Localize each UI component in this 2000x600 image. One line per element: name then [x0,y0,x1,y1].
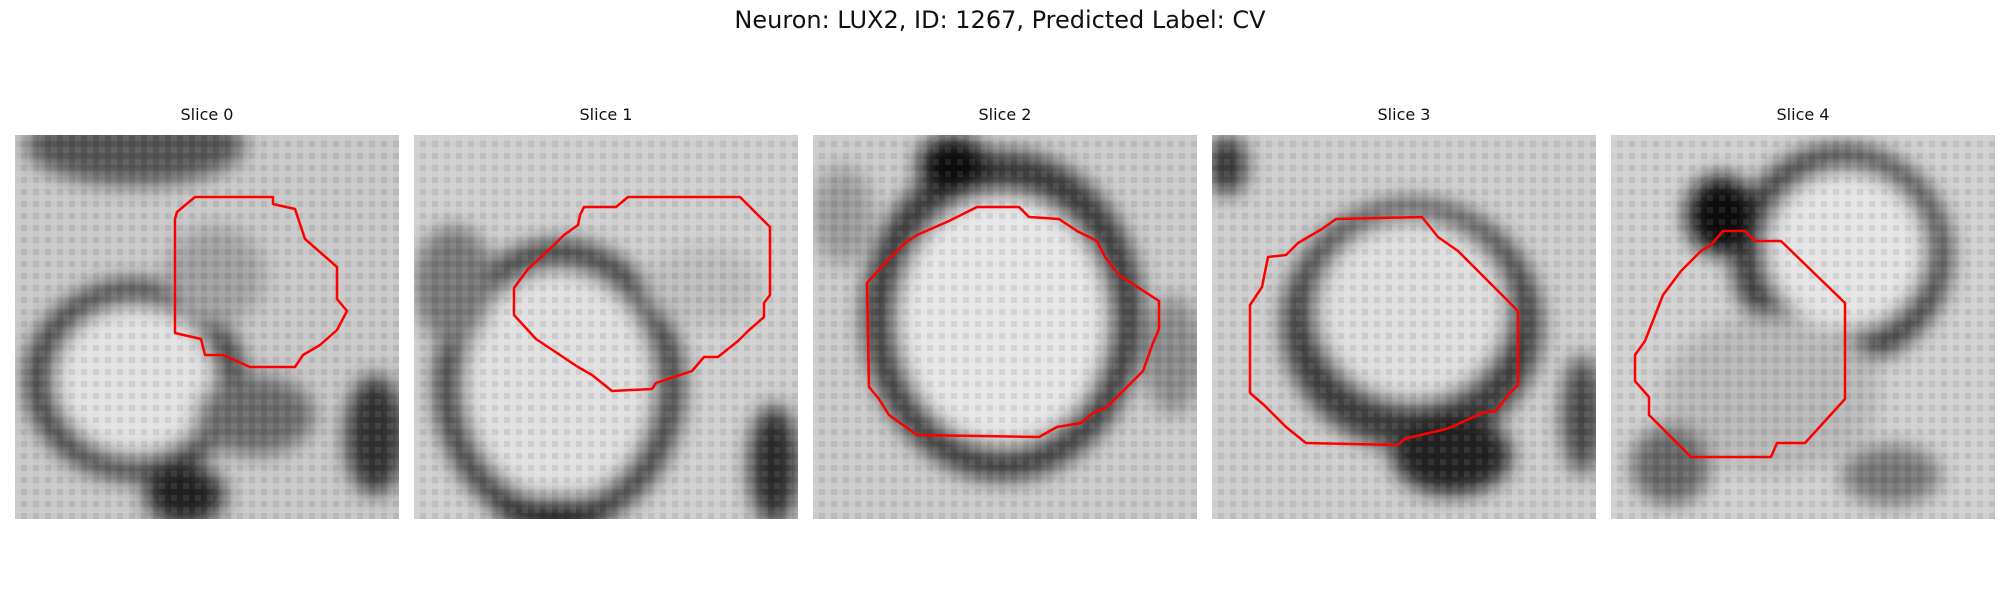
slice-image-0 [15,135,399,519]
slice-image-2 [813,135,1197,519]
figure-title: Neuron: LUX2, ID: 1267, Predicted Label:… [734,6,1266,34]
slice-title-1: Slice 1 [579,105,633,124]
slice-image-4 [1611,135,1995,519]
segmentation-contour [173,195,349,369]
segmentation-contour [1248,215,1520,447]
slice-title-2: Slice 2 [978,105,1032,124]
slice-image-3 [1212,135,1596,519]
segmentation-contour [865,205,1161,439]
slice-image-1 [414,135,798,519]
slice-title-4: Slice 4 [1776,105,1830,124]
slice-title-0: Slice 0 [180,105,234,124]
segmentation-contour [1633,229,1847,459]
slice-title-3: Slice 3 [1377,105,1431,124]
segmentation-contour [512,195,772,393]
